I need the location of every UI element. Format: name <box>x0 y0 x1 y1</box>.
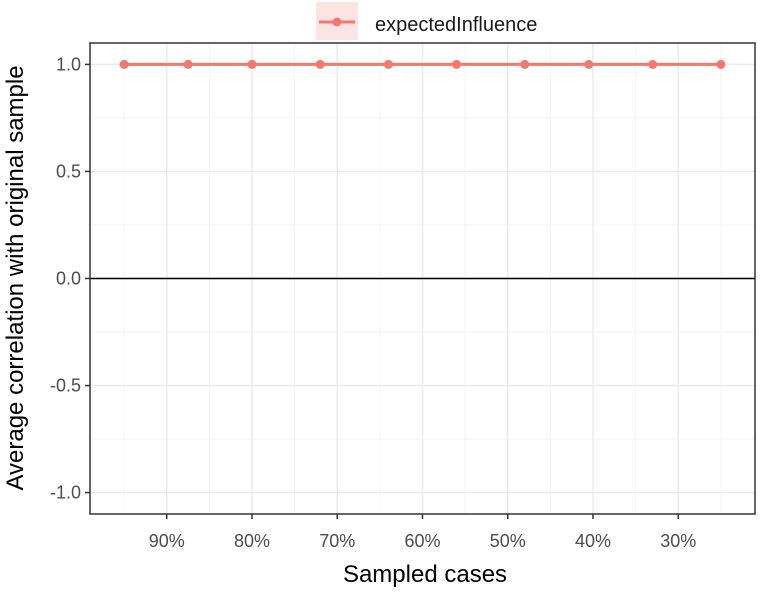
x-axis: 90% 80% 70% 60% 50% 40% 30% <box>149 514 696 551</box>
data-point <box>383 59 393 69</box>
data-point <box>584 59 594 69</box>
legend-key-point <box>332 17 342 27</box>
x-tick-label: 70% <box>319 531 355 551</box>
legend-label: expectedInfluence <box>375 14 537 36</box>
y-tick-label: 1.0 <box>56 54 81 74</box>
x-tick-label: 90% <box>149 531 185 551</box>
x-tick-label: 40% <box>575 531 611 551</box>
y-axis-title: Average correlation with original sample <box>2 65 29 490</box>
data-point <box>183 59 193 69</box>
x-tick-label: 80% <box>234 531 270 551</box>
y-tick-label: 0.5 <box>56 161 81 181</box>
y-tick-label: -1.0 <box>50 483 81 503</box>
data-point <box>648 59 658 69</box>
data-point <box>452 59 462 69</box>
y-axis: -1.0 -0.5 0.0 0.5 1.0 <box>50 54 90 503</box>
plot-panel <box>89 42 756 515</box>
y-tick-label: -0.5 <box>50 376 81 396</box>
series-layer <box>119 59 726 69</box>
x-tick-label: 50% <box>490 531 526 551</box>
y-tick-label: 0.0 <box>56 269 81 289</box>
data-point <box>247 59 257 69</box>
data-point <box>716 59 726 69</box>
data-point <box>520 59 530 69</box>
data-point <box>315 59 325 69</box>
legend: expectedInfluence <box>316 2 537 40</box>
data-point <box>119 59 129 69</box>
x-tick-label: 30% <box>660 531 696 551</box>
x-tick-label: 60% <box>404 531 440 551</box>
x-axis-title: Sampled cases <box>343 561 507 588</box>
